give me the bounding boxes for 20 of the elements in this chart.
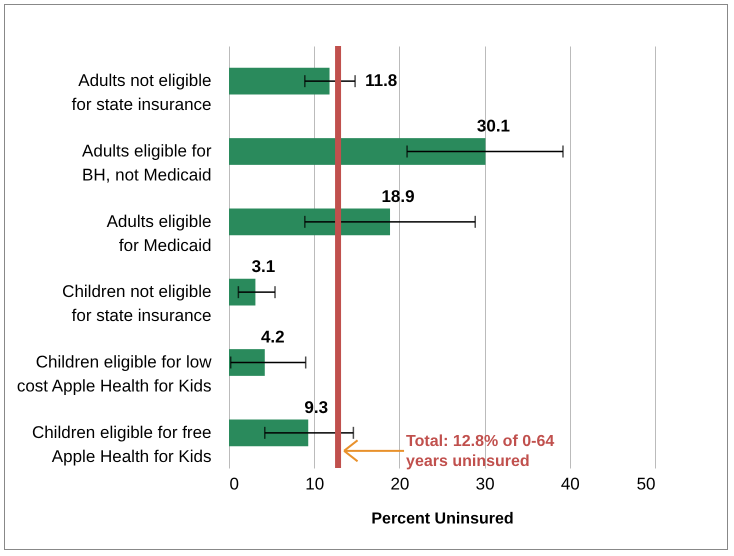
data-label: 11.8 (365, 71, 398, 90)
data-label: 18.9 (381, 186, 415, 206)
y-tick-label: Children eligible for free Apple Health for Kids (32, 422, 212, 466)
x-axis-title: Percent Uninsured (371, 510, 514, 528)
x-tick-label: 40 (560, 474, 580, 494)
y-tick-label: Adults not eligible for state insurance (72, 71, 212, 114)
x-tick-label: 30 (476, 474, 495, 494)
ref-line-label: Total: 12.8% of 0-64 years uninsured (406, 432, 554, 470)
x-tick-label: 10 (305, 474, 324, 494)
data-label: 3.1 (252, 257, 276, 276)
y-tick-label: Children not eligible for state insurance (62, 282, 212, 326)
data-label: 9.3 (304, 398, 328, 417)
data-label: 30.1 (476, 116, 510, 136)
y-tick-label: Adults eligible for BH, not Medicaid (82, 142, 212, 184)
x-tick-label: 20 (390, 474, 410, 494)
y-tick-label: Adults eligible for Medicaid (106, 212, 212, 255)
data-label: 4.2 (260, 328, 285, 346)
x-tick-label: 0 (230, 474, 239, 494)
y-tick-label: Children eligible for low cost Apple Health for Kids (16, 352, 212, 396)
x-tick-label: 50 (636, 474, 656, 494)
